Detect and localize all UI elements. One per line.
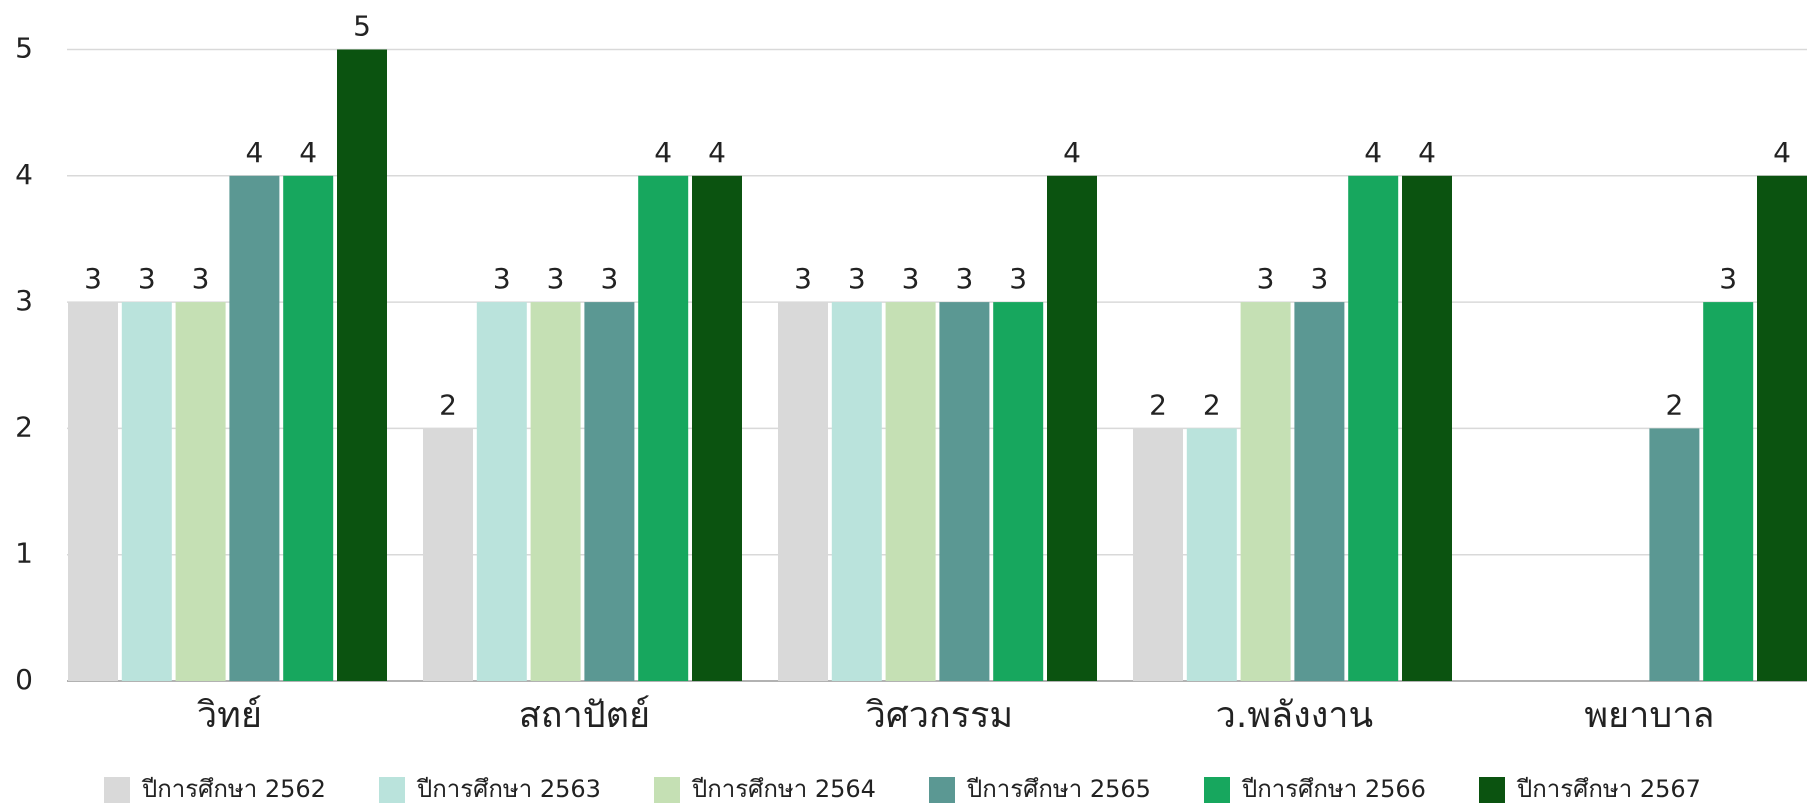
data-label: 5 <box>353 10 371 43</box>
data-label: 4 <box>1063 136 1081 169</box>
y-tick-label: 4 <box>15 158 33 191</box>
bar <box>1348 175 1399 682</box>
data-label: 3 <box>1009 262 1027 295</box>
bar <box>692 175 742 682</box>
data-label: 2 <box>1665 388 1683 421</box>
legend-label: ปีการศึกษา 2562 <box>141 775 326 803</box>
data-label: 4 <box>1364 136 1382 169</box>
bar <box>1133 428 1183 681</box>
legend-label: ปีการศึกษา 2567 <box>1516 775 1701 803</box>
data-label: 4 <box>1773 136 1791 169</box>
data-label: 3 <box>84 262 102 295</box>
y-tick-label: 1 <box>15 537 33 570</box>
bar <box>530 302 581 681</box>
bar <box>1402 175 1452 682</box>
data-label: 3 <box>794 262 812 295</box>
data-label: 2 <box>1149 388 1167 421</box>
bar <box>121 302 172 681</box>
y-tick-label: 3 <box>15 284 33 317</box>
data-label: 3 <box>1310 262 1328 295</box>
x-tick-label: วิทย์ <box>197 695 262 736</box>
legend-label: ปีการศึกษา 2565 <box>966 775 1151 803</box>
bar <box>1294 302 1345 681</box>
bar <box>993 302 1044 681</box>
bar <box>1047 175 1097 682</box>
data-label: 3 <box>1257 262 1275 295</box>
bar <box>1240 302 1291 681</box>
legend-swatch <box>1479 777 1505 803</box>
data-label: 4 <box>1418 136 1436 169</box>
data-label: 3 <box>547 262 565 295</box>
bar <box>638 175 689 682</box>
data-label: 2 <box>439 388 457 421</box>
bar <box>68 302 118 681</box>
bar <box>885 302 936 681</box>
legend-swatch <box>929 777 955 803</box>
bar <box>283 175 334 682</box>
bar <box>1186 428 1237 681</box>
bar <box>337 49 387 681</box>
bar <box>831 302 882 681</box>
data-label: 3 <box>902 262 920 295</box>
data-label: 3 <box>848 262 866 295</box>
x-tick-label: สถาปัตย์ <box>519 695 650 736</box>
bar <box>1649 428 1700 681</box>
legend-label: ปีการศึกษา 2566 <box>1241 775 1426 803</box>
x-tick-label: ว.พลังงาน <box>1216 695 1373 736</box>
legend-swatch <box>379 777 405 803</box>
bar <box>1757 175 1807 682</box>
data-label: 3 <box>192 262 210 295</box>
legend-swatch <box>654 777 680 803</box>
bar <box>423 428 473 681</box>
bar <box>476 302 527 681</box>
x-tick-label: พยาบาล <box>1584 695 1714 736</box>
bar <box>939 302 990 681</box>
legend-label: ปีการศึกษา 2564 <box>691 775 876 803</box>
y-tick-label: 0 <box>15 663 33 696</box>
data-label: 3 <box>955 262 973 295</box>
data-label: 3 <box>1719 262 1737 295</box>
data-label: 4 <box>708 136 726 169</box>
data-label: 3 <box>493 262 511 295</box>
bar <box>229 175 280 682</box>
data-label: 3 <box>600 262 618 295</box>
data-label: 4 <box>654 136 672 169</box>
data-label: 3 <box>138 262 156 295</box>
data-label: 2 <box>1203 388 1221 421</box>
data-label: 4 <box>245 136 263 169</box>
bar <box>175 302 226 681</box>
bar <box>778 302 828 681</box>
x-tick-label: วิศวกรรม <box>866 695 1013 736</box>
y-tick-label: 2 <box>15 410 33 443</box>
y-tick-label: 5 <box>15 32 33 65</box>
legend-label: ปีการศึกษา 2563 <box>416 775 601 803</box>
bar <box>584 302 635 681</box>
legend-swatch <box>1204 777 1230 803</box>
data-label: 4 <box>299 136 317 169</box>
bar <box>1703 302 1754 681</box>
legend-swatch <box>104 777 130 803</box>
